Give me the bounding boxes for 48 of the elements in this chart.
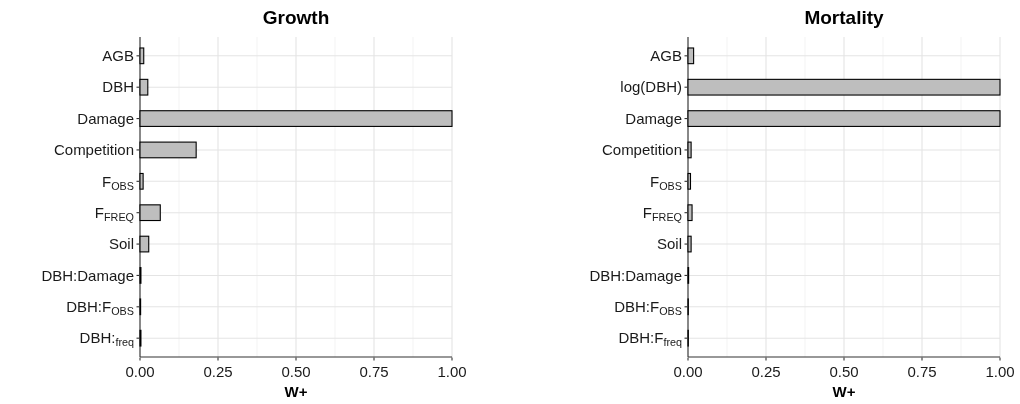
y-tick-label: Damage — [77, 109, 134, 127]
x-tick-label: 0.25 — [751, 363, 781, 380]
x-tick-label: 0.00 — [673, 363, 703, 380]
y-tick-label: DBH:$_{freq}$ — [79, 329, 134, 349]
bar — [687, 78, 1001, 96]
y-tick-label: F$_{FREQ}$ — [94, 203, 134, 224]
x-tick-label: 0.25 — [203, 363, 233, 380]
y-tick-label: Competition — [53, 141, 134, 159]
x-tick-label: 1.00 — [985, 363, 1015, 380]
y-tick-label: Competition — [601, 141, 682, 159]
y-tick-label: DBH:Damage — [589, 266, 682, 284]
x-tick-label: 0.00 — [125, 363, 155, 380]
bar — [139, 78, 149, 96]
x-axis-title: W+ — [832, 383, 856, 400]
chart-title: Growth — [262, 7, 330, 28]
bar — [687, 204, 693, 222]
y-tick-label: DBH:F$_{freq}$ — [618, 329, 682, 349]
bar — [687, 141, 692, 159]
x-tick-label: 0.75 — [907, 363, 937, 380]
y-tick-label: F$_{FREQ}$ — [642, 203, 682, 224]
y-tick-label: Damage — [625, 109, 682, 127]
y-tick-label: DBH:F$_{OBS}$ — [614, 298, 682, 318]
bar — [687, 47, 695, 65]
bar — [687, 172, 692, 190]
bar — [139, 110, 453, 127]
bar — [687, 110, 1001, 127]
y-tick-label: DBH — [102, 78, 134, 96]
bar — [139, 235, 150, 253]
chart-title: Mortality — [804, 7, 885, 28]
bar — [139, 172, 144, 190]
bar — [139, 47, 145, 65]
y-tick-label: DBH:F$_{OBS}$ — [66, 298, 134, 318]
x-tick-label: 0.50 — [829, 363, 859, 380]
y-tick-label: F$_{OBS}$ — [650, 172, 682, 192]
y-tick-label: DBH:Damage — [41, 266, 134, 284]
x-tick-label: 0.50 — [281, 363, 311, 380]
y-tick-label: AGB — [102, 47, 134, 65]
y-tick-label: AGB — [650, 47, 682, 65]
x-tick-label: 0.75 — [359, 363, 389, 380]
y-tick-label: F$_{OBS}$ — [102, 172, 134, 192]
x-axis-title: W+ — [284, 383, 308, 400]
y-tick-label: Soil — [108, 235, 134, 253]
y-tick-label: Soil — [656, 235, 682, 253]
bar — [139, 204, 161, 222]
x-tick-label: 1.00 — [437, 363, 467, 380]
bar — [687, 235, 692, 253]
y-tick-label: log(DBH) — [620, 78, 682, 96]
bar — [139, 141, 197, 159]
